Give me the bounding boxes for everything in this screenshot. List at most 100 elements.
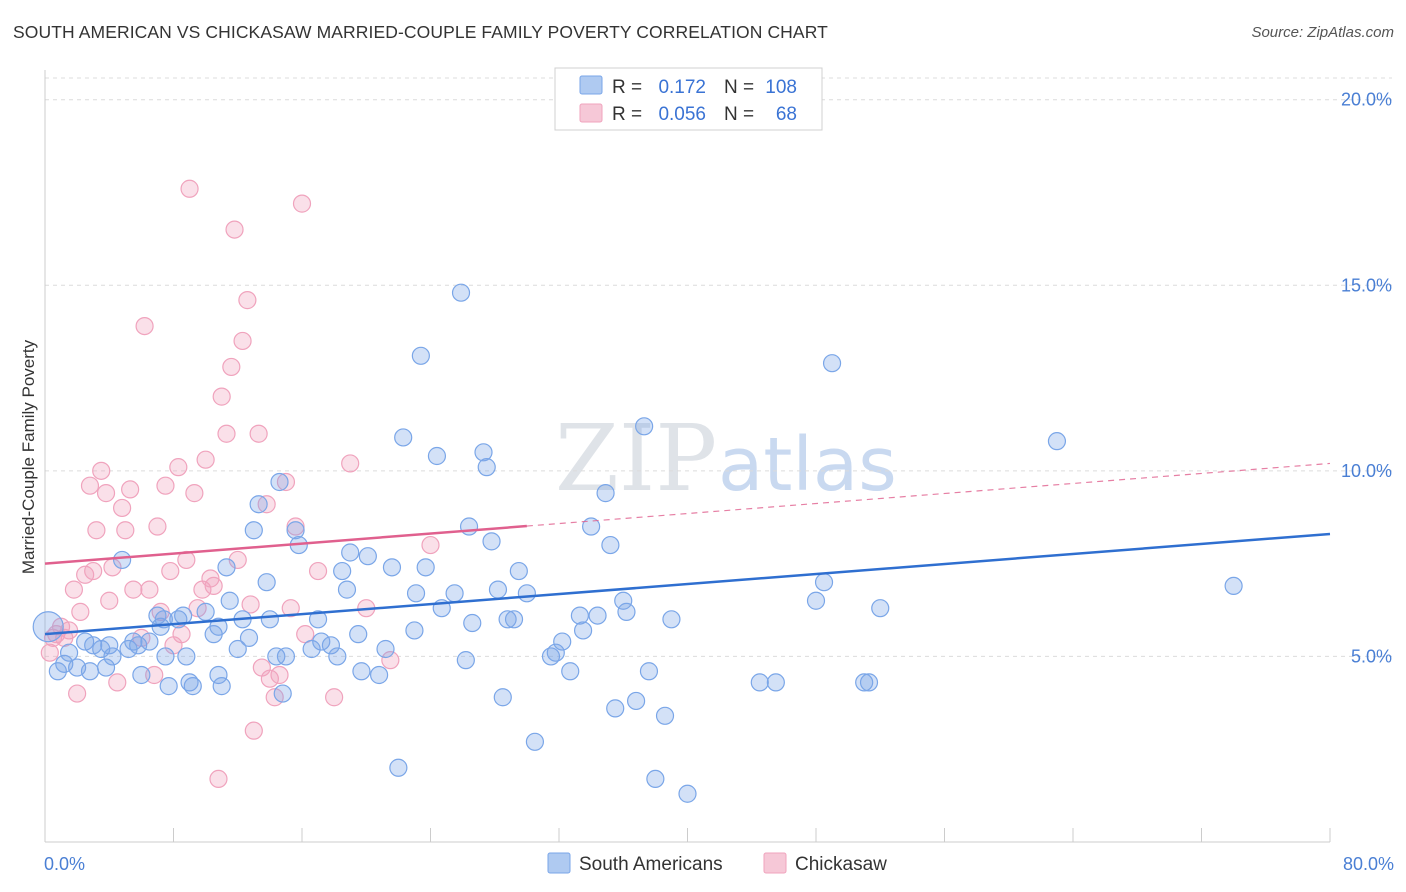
point-chickasaw-26 [148, 517, 167, 536]
point-chickasaw-41 [209, 769, 228, 789]
point-chickasaw-19 [116, 521, 135, 540]
point-chickasaw-15 [100, 591, 119, 610]
point-south-americans-77 [482, 532, 501, 551]
source-label: Source: ZipAtlas.com [1251, 24, 1394, 41]
point-chickasaw-63 [325, 688, 344, 707]
point-south-americans-80 [498, 610, 517, 629]
point-chickasaw-13 [92, 461, 111, 480]
point-chickasaw-14 [96, 484, 116, 503]
point-chickasaw-60 [292, 194, 312, 213]
point-south-americans-91 [582, 517, 601, 536]
point-chickasaw-46 [228, 550, 247, 570]
point-south-americans-52 [328, 647, 347, 666]
point-south-americans-87 [553, 632, 572, 651]
point-south-americans-32 [212, 677, 231, 696]
point-chickasaw-17 [108, 673, 127, 692]
axes [44, 70, 1331, 843]
chart-title: SOUTH AMERICAN VS CHICKASAW MARRIED-COUP… [13, 22, 828, 42]
point-chickasaw-42 [212, 387, 231, 406]
point-south-americans-30 [209, 617, 228, 636]
point-south-americans-67 [416, 558, 435, 577]
bottom-legend-label-chickasaw: Chickasaw [795, 854, 887, 875]
point-south-americans-83 [517, 584, 536, 603]
point-south-americans-58 [358, 547, 377, 566]
point-south-americans-75 [474, 443, 493, 462]
x-tick-labels: 0.0% 80.0% [44, 854, 1394, 874]
legend-r-value-south-americans: 0.172 [658, 77, 706, 98]
point-chickasaw-31 [169, 458, 188, 477]
point-chickasaw-40 [204, 576, 223, 596]
point-south-americans-94 [601, 535, 620, 555]
point-south-americans-89 [570, 606, 589, 625]
point-south-americans-101 [646, 769, 665, 789]
point-chickasaw-64 [341, 454, 360, 473]
point-south-americans-111 [859, 673, 879, 692]
point-south-americans-65 [406, 584, 426, 603]
point-south-americans-41 [260, 610, 279, 629]
point-south-americans-74 [463, 613, 482, 633]
point-chickasaw-51 [249, 424, 268, 443]
point-chickasaw-18 [112, 498, 132, 518]
trend-line-south-americans [44, 532, 1331, 636]
point-south-americans-9 [96, 658, 116, 677]
point-south-americans-16 [132, 665, 151, 685]
point-south-americans-107 [806, 591, 826, 610]
point-chickasaw-58 [281, 599, 300, 618]
point-chickasaw-44 [222, 357, 241, 377]
point-chickasaw-12 [87, 521, 106, 540]
point-south-americans-31 [209, 665, 228, 685]
point-south-americans-40 [257, 573, 276, 592]
point-south-americans-34 [220, 591, 239, 610]
point-south-americans-27 [183, 677, 202, 696]
point-south-americans-109 [822, 354, 842, 373]
y-tick-labels: 5.0% 10.0% 15.0% 20.0% [1341, 90, 1392, 667]
point-chickasaw-34 [180, 179, 199, 198]
point-south-americans-92 [588, 606, 607, 625]
point-south-americans-112 [871, 599, 890, 618]
legend-n-value-chickasaw: 68 [776, 104, 797, 125]
legend-swatch-south-americans [579, 75, 603, 95]
point-south-americans-24 [174, 606, 193, 625]
point-chickasaw-7 [68, 684, 87, 703]
y-axis-title: Married-Couple Family Poverty [19, 339, 38, 574]
point-chickasaw-38 [196, 450, 215, 469]
point-south-americans-78 [488, 580, 508, 599]
point-south-americans-25 [177, 647, 196, 666]
point-chickasaw-29 [161, 561, 180, 581]
point-south-americans-11 [103, 647, 122, 666]
bottom-legend-label-south-americans: South Americans [579, 854, 723, 875]
point-south-americans-33 [217, 558, 236, 577]
legend-n-label-south-americans: N = [724, 77, 754, 98]
point-south-americans-42 [267, 647, 286, 666]
point-south-americans-103 [662, 610, 681, 629]
y-tick-label-15: 15.0% [1341, 275, 1392, 295]
point-south-americans-108 [814, 573, 834, 592]
point-south-americans-44 [273, 684, 292, 703]
point-south-americans-57 [352, 662, 371, 681]
point-south-americans-90 [573, 621, 593, 640]
bottom-legend-swatch-south-americans [547, 852, 571, 874]
point-south-americans-3 [59, 643, 79, 662]
point-south-americans-53 [333, 561, 352, 581]
point-south-americans-59 [370, 665, 389, 685]
point-south-americans-51 [321, 636, 341, 655]
bottom-legend-swatch-chickasaw [763, 852, 787, 874]
point-chickasaw-56 [270, 665, 289, 685]
legend-r-label-south-americans: R = [612, 77, 642, 98]
point-chickasaw-24 [140, 580, 159, 599]
point-south-americans-86 [546, 643, 565, 662]
point-south-americans-93 [596, 484, 615, 503]
x-tick-label-max: 80.0% [1343, 854, 1394, 874]
point-south-americans-63 [394, 428, 413, 447]
grid-lines [45, 77, 1392, 657]
point-chickasaw-49 [241, 595, 260, 614]
point-chickasaw-23 [135, 316, 154, 336]
point-south-americans-82 [509, 561, 528, 581]
legend-r-value-chickasaw: 0.056 [658, 104, 706, 125]
point-chickasaw-47 [233, 331, 252, 351]
point-south-americans-1 [48, 662, 67, 681]
point-south-americans-104 [678, 784, 697, 803]
point-south-americans-43 [270, 472, 289, 492]
point-south-americans-84 [525, 732, 545, 751]
point-chickasaw-10 [80, 476, 100, 495]
